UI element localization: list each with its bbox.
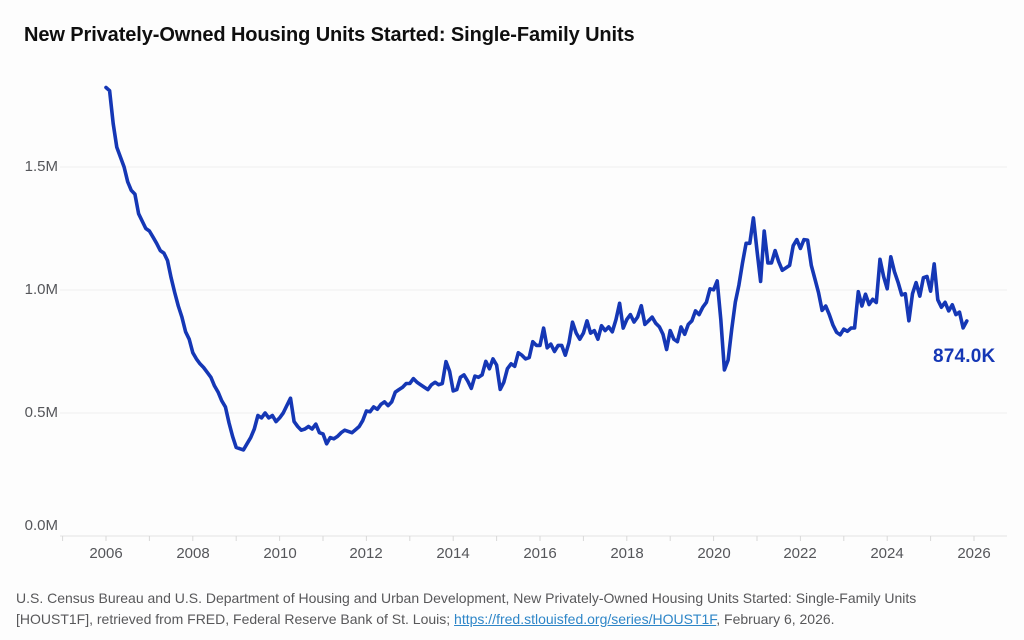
latest-value-label: 874.0K: [933, 346, 996, 367]
x-axis-tick-label: 2026: [957, 545, 991, 562]
source-link[interactable]: https://fred.stlouisfed.org/series/HOUST…: [454, 611, 717, 627]
y-axis-tick-label: 1.5M: [24, 158, 58, 175]
chart-title: New Privately-Owned Housing Units Starte…: [24, 24, 635, 46]
source-citation: U.S. Census Bureau and U.S. Department o…: [16, 588, 1006, 630]
x-axis-tick-label: 2012: [349, 545, 383, 562]
x-axis-tick-label: 2008: [176, 545, 210, 562]
source-citation-line1: U.S. Census Bureau and U.S. Department o…: [16, 590, 917, 606]
x-axis-tick-label: 2006: [89, 545, 123, 562]
source-citation-line2: [HOUST1F], retrieved from FRED, Federal …: [16, 609, 1006, 630]
x-axis-tick-label: 2022: [783, 545, 817, 562]
y-axis-tick-label: 0.0M: [24, 517, 58, 534]
source-citation-line2-suffix: , February 6, 2026.: [716, 611, 835, 627]
data-line-series: [104, 85, 969, 452]
y-axis-tick-label: 0.5M: [24, 404, 58, 421]
x-axis-tick-label: 2016: [523, 545, 557, 562]
source-citation-line2-prefix: [HOUST1F], retrieved from FRED, Federal …: [16, 611, 455, 627]
y-axis-tick-label: 1.0M: [24, 281, 58, 298]
x-axis-tick-label: 2024: [870, 545, 904, 562]
x-axis-tick-label: 2014: [436, 545, 470, 562]
x-axis-tick-label: 2010: [263, 545, 297, 562]
x-axis-tick-label: 2020: [697, 545, 731, 562]
x-axis-tick-label: 2018: [610, 545, 644, 562]
